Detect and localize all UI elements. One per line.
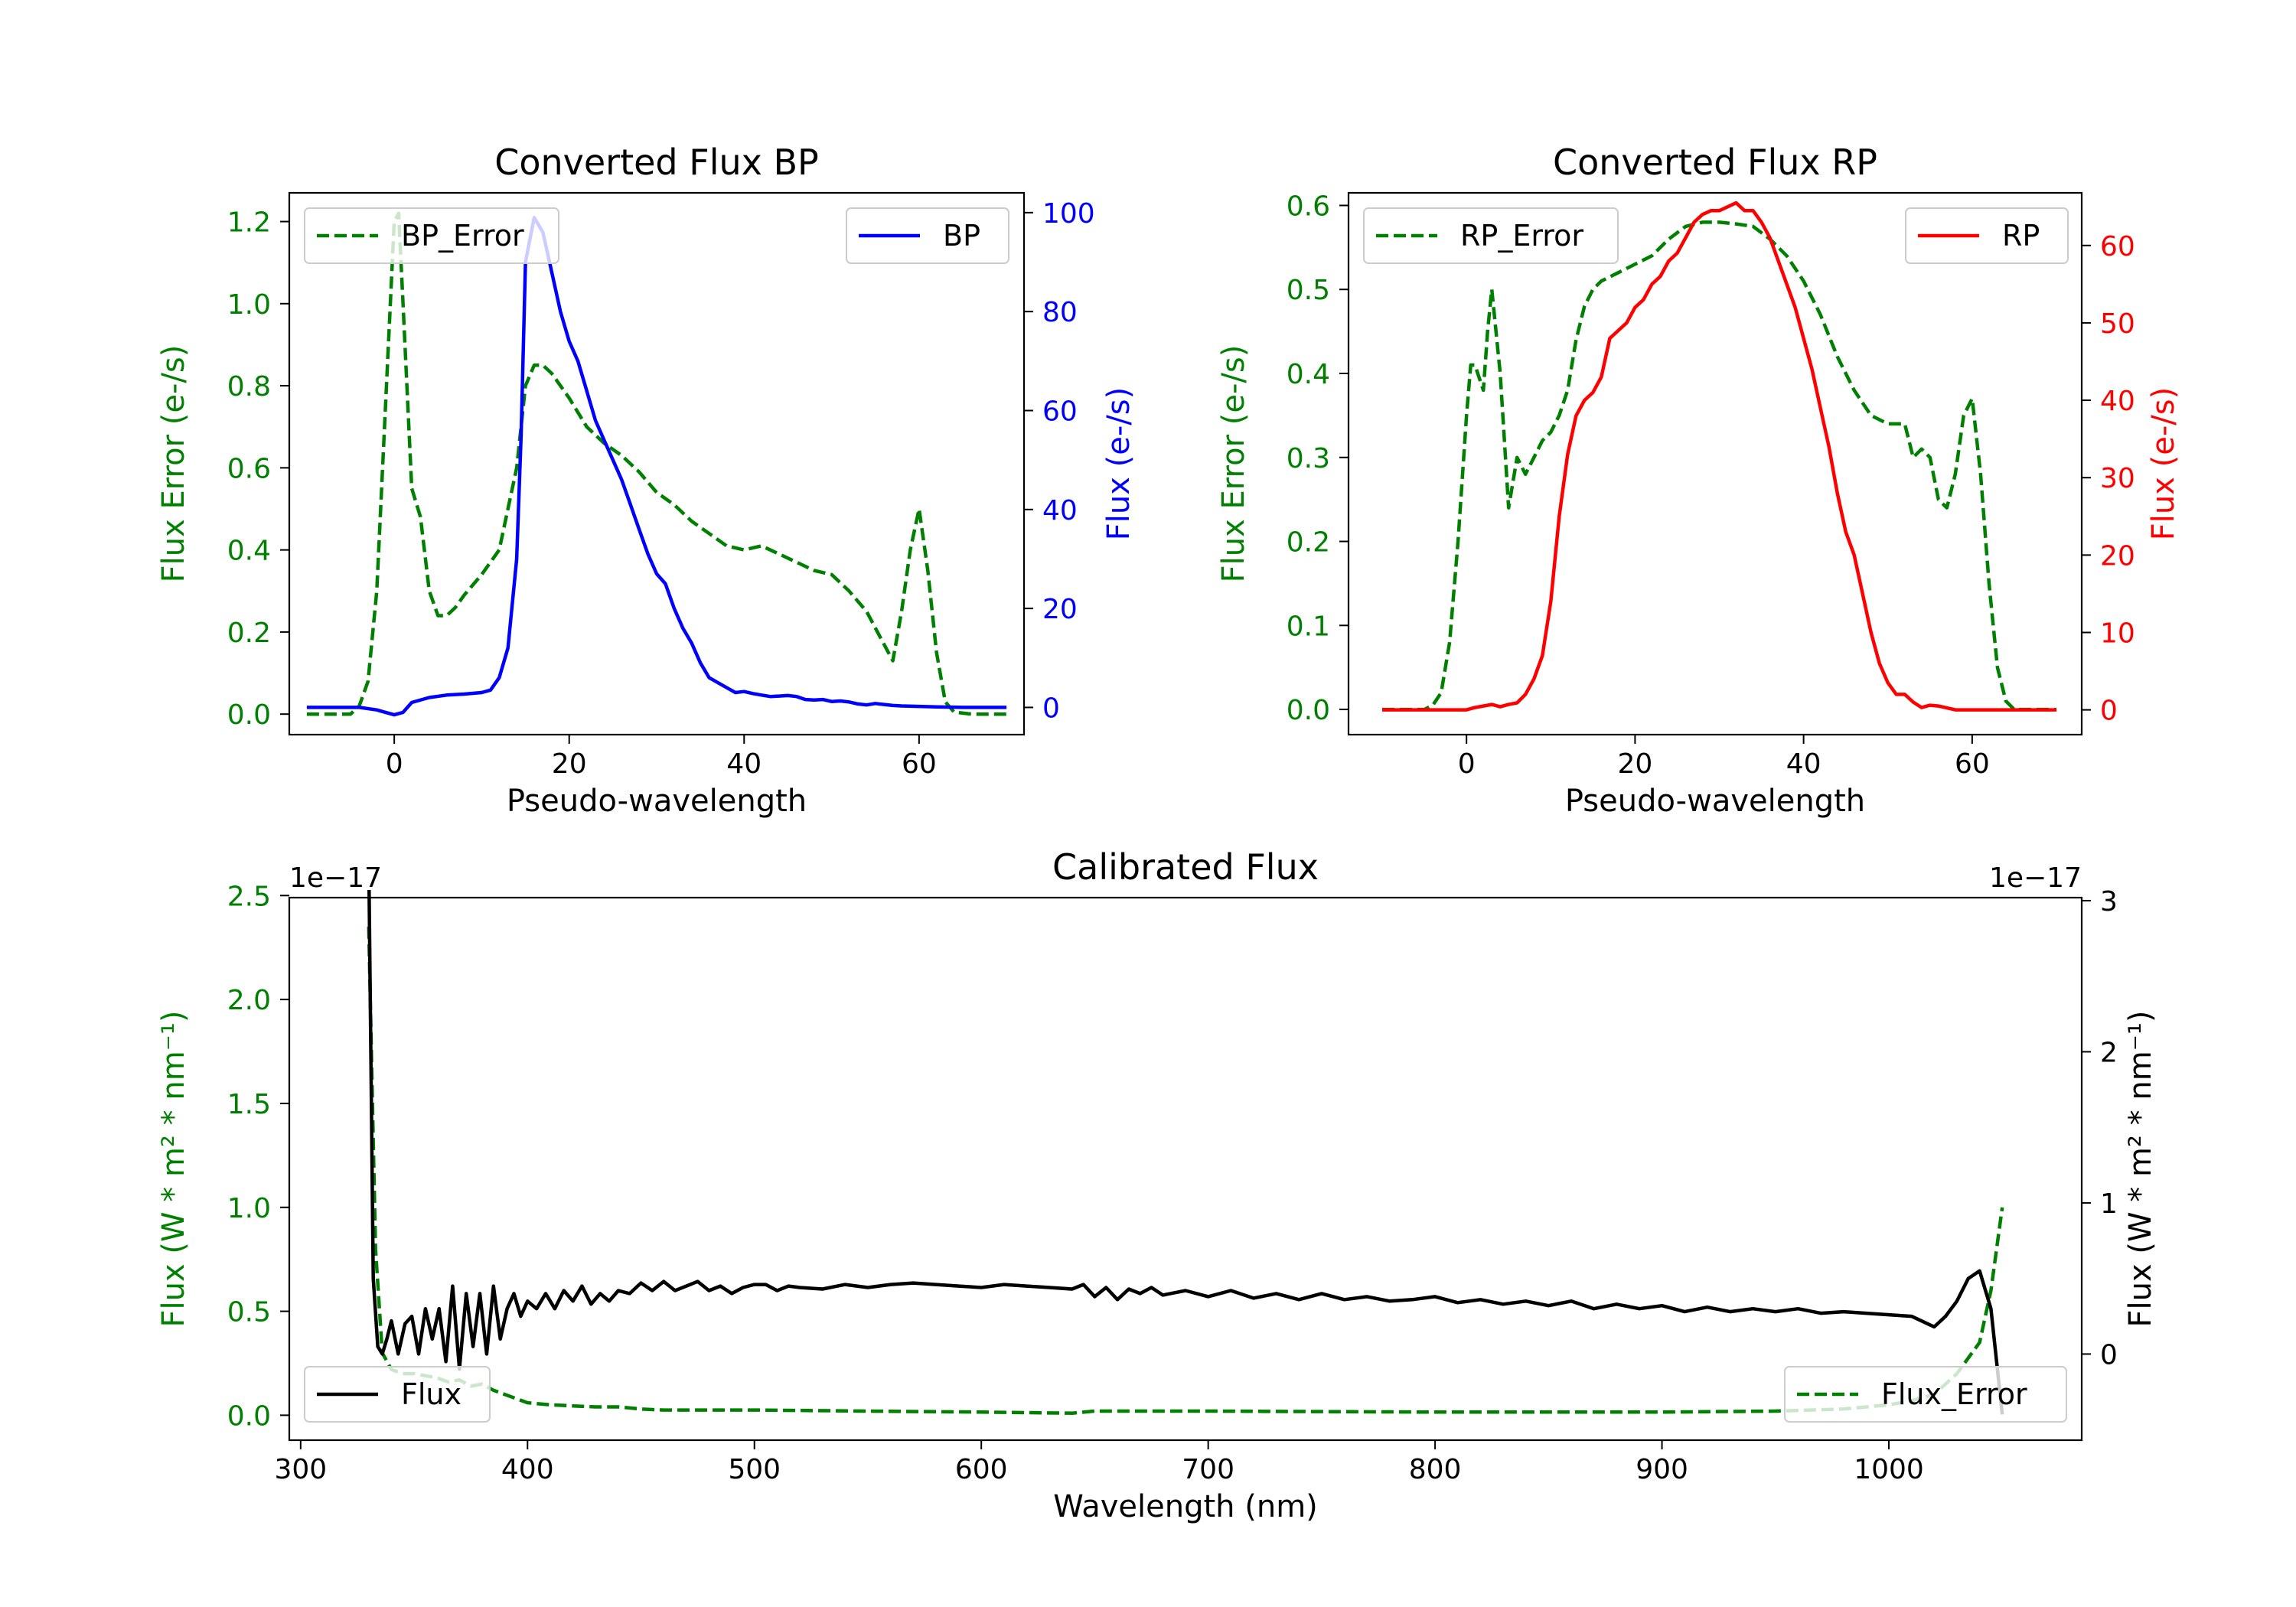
y-left-tick-label: 0.2 — [227, 618, 271, 649]
y-right-tick-label: 20 — [2100, 540, 2135, 572]
axes-frame — [1347, 191, 2083, 736]
y-right-tick-label: 40 — [1042, 495, 1078, 526]
y-left-tick-label: 1.2 — [227, 207, 271, 239]
series-rp-error — [1382, 220, 2056, 712]
legend-label: RP_Error — [1460, 219, 1583, 253]
chart-calibrated: 300 400 500 600 700 800 900 1000 0.0 0.5 1.0 1.5 2.0… — [156, 846, 2158, 1524]
legend-label: BP_Error — [401, 219, 524, 253]
series-rp — [1382, 200, 2056, 712]
y-right-axis-label: Flux (e-/s) — [1101, 387, 1137, 540]
y-left-tick-label: 0.2 — [1287, 527, 1330, 559]
legend-rp-error: RP_Error — [1363, 207, 1619, 264]
series-flux-error — [367, 926, 2004, 1415]
axes-frame — [288, 191, 1026, 736]
y-right-tick-label: 100 — [1042, 198, 1095, 230]
x-tick-label: 900 — [1636, 1454, 1688, 1485]
x-axis-label: Pseudo-wavelength — [1565, 784, 1865, 819]
y-left-axis-label: Flux (W * m² * nm⁻¹) — [156, 1011, 191, 1328]
legend-label: RP — [2002, 219, 2040, 253]
y-left-tick-label: 0.4 — [1287, 359, 1330, 390]
chart-rp: 0 20 40 60 0.0 0.1 0.2 0.3 0.4 0.5 0.6 0 10 20 30 40 50 6… — [1216, 142, 2181, 819]
x-tick-label: 60 — [1955, 748, 1990, 780]
y-right-axis-label: Flux (W * m² * nm⁻¹) — [2123, 1011, 2158, 1328]
legend-box — [1905, 207, 2069, 264]
y-right-tick-label: 1 — [2100, 1188, 2118, 1220]
y-right-tick-label: 80 — [1042, 297, 1078, 328]
x-tick-label: 300 — [274, 1454, 327, 1485]
legend-box — [304, 1366, 491, 1423]
y-left-tick-label: 2.5 — [227, 881, 271, 912]
y-left-tick-label: 2.0 — [227, 985, 271, 1016]
x-tick-label: 20 — [552, 748, 587, 780]
y-left-tick-label: 0.8 — [227, 371, 271, 403]
y-right-tick-label: 0 — [2100, 696, 2118, 727]
y-right-tick-label: 2 — [2100, 1037, 2118, 1068]
y-right-tick-label: 0 — [2100, 1339, 2118, 1371]
chart-bp: 0 20 40 60 0.0 0.2 0.4 0.6 0.8 1.0 1.2 0 20 40 60 80 100… — [156, 142, 1137, 819]
y-left-tick-label: 0.0 — [227, 1400, 271, 1432]
chart-title: Converted Flux RP — [1553, 142, 1877, 183]
y-left-axis-label: Flux Error (e-/s) — [156, 345, 191, 583]
legend-label: Flux_Error — [1881, 1377, 2027, 1411]
legend-box — [1784, 1366, 2067, 1423]
legend-box — [1363, 207, 1619, 264]
y-right-tick-label: 30 — [2100, 463, 2135, 494]
y-right-tick-label: 50 — [2100, 308, 2135, 340]
x-tick-label: 1000 — [1854, 1454, 1924, 1485]
y-left-axis-label: Flux Error (e-/s) — [1216, 345, 1251, 583]
legend-label: Flux — [401, 1377, 461, 1411]
y-right-tick-label: 40 — [2100, 386, 2135, 417]
x-tick-label: 40 — [726, 748, 762, 780]
y-left-tick-label: 0.5 — [227, 1297, 271, 1328]
y-right-tick-label: 3 — [2100, 886, 2118, 918]
y-right-tick-label: 0 — [1042, 693, 1060, 724]
y-right-tick-label: 20 — [1042, 594, 1078, 625]
y-left-tick-label: 1.0 — [227, 1193, 271, 1224]
series-bp — [306, 216, 1007, 717]
chart-title: Calibrated Flux — [1052, 846, 1319, 888]
x-tick-label: 0 — [386, 748, 403, 780]
legend-bp: BP — [846, 207, 1009, 264]
x-tick-label: 700 — [1182, 1454, 1234, 1485]
series-bp-error — [306, 211, 1007, 716]
x-tick-label: 0 — [1458, 748, 1476, 780]
legend-flux: Flux — [304, 1366, 491, 1423]
x-tick-label: 20 — [1617, 748, 1652, 780]
y-left-tick-label: 1.5 — [227, 1089, 271, 1120]
x-tick-label: 500 — [728, 1454, 781, 1485]
y-left-tick-label: 0.0 — [227, 699, 271, 731]
legend-box — [846, 207, 1009, 264]
y-left-tick-label: 0.6 — [227, 453, 271, 484]
x-axis-label: Pseudo-wavelength — [507, 784, 807, 819]
legend-rp: RP — [1905, 207, 2069, 264]
y-left-tick-label: 0.1 — [1287, 611, 1330, 642]
legend-box — [304, 207, 559, 264]
x-tick-label: 60 — [902, 748, 937, 780]
y-left-tick-label: 0.6 — [1287, 191, 1330, 222]
axes-frame — [288, 896, 2083, 1442]
chart-title: Converted Flux BP — [494, 142, 819, 183]
series-flux — [367, 890, 2004, 1415]
y-right-axis-label: Flux (e-/s) — [2146, 387, 2181, 540]
y-right-tick-label: 60 — [1042, 396, 1078, 427]
legend-label: BP — [943, 219, 980, 253]
offset-text-left: 1e−17 — [289, 862, 382, 894]
x-axis-label: Wavelength (nm) — [1053, 1489, 1318, 1524]
y-right-tick-label: 10 — [2100, 618, 2135, 649]
y-left-tick-label: 0.3 — [1287, 443, 1330, 474]
y-left-tick-label: 0.0 — [1287, 695, 1330, 726]
y-left-tick-label: 0.4 — [227, 536, 271, 567]
x-tick-label: 800 — [1409, 1454, 1462, 1485]
legend-bp-error: BP_Error — [304, 207, 559, 264]
x-tick-label: 40 — [1786, 748, 1821, 780]
y-right-tick-label: 60 — [2100, 231, 2135, 262]
x-tick-label: 600 — [955, 1454, 1008, 1485]
offset-text-right: 1e−17 — [1989, 862, 2082, 894]
y-left-tick-label: 1.0 — [227, 289, 271, 321]
y-left-tick-label: 0.5 — [1287, 275, 1330, 306]
x-tick-label: 400 — [501, 1454, 554, 1485]
legend-flux-error: Flux_Error — [1784, 1366, 2067, 1423]
